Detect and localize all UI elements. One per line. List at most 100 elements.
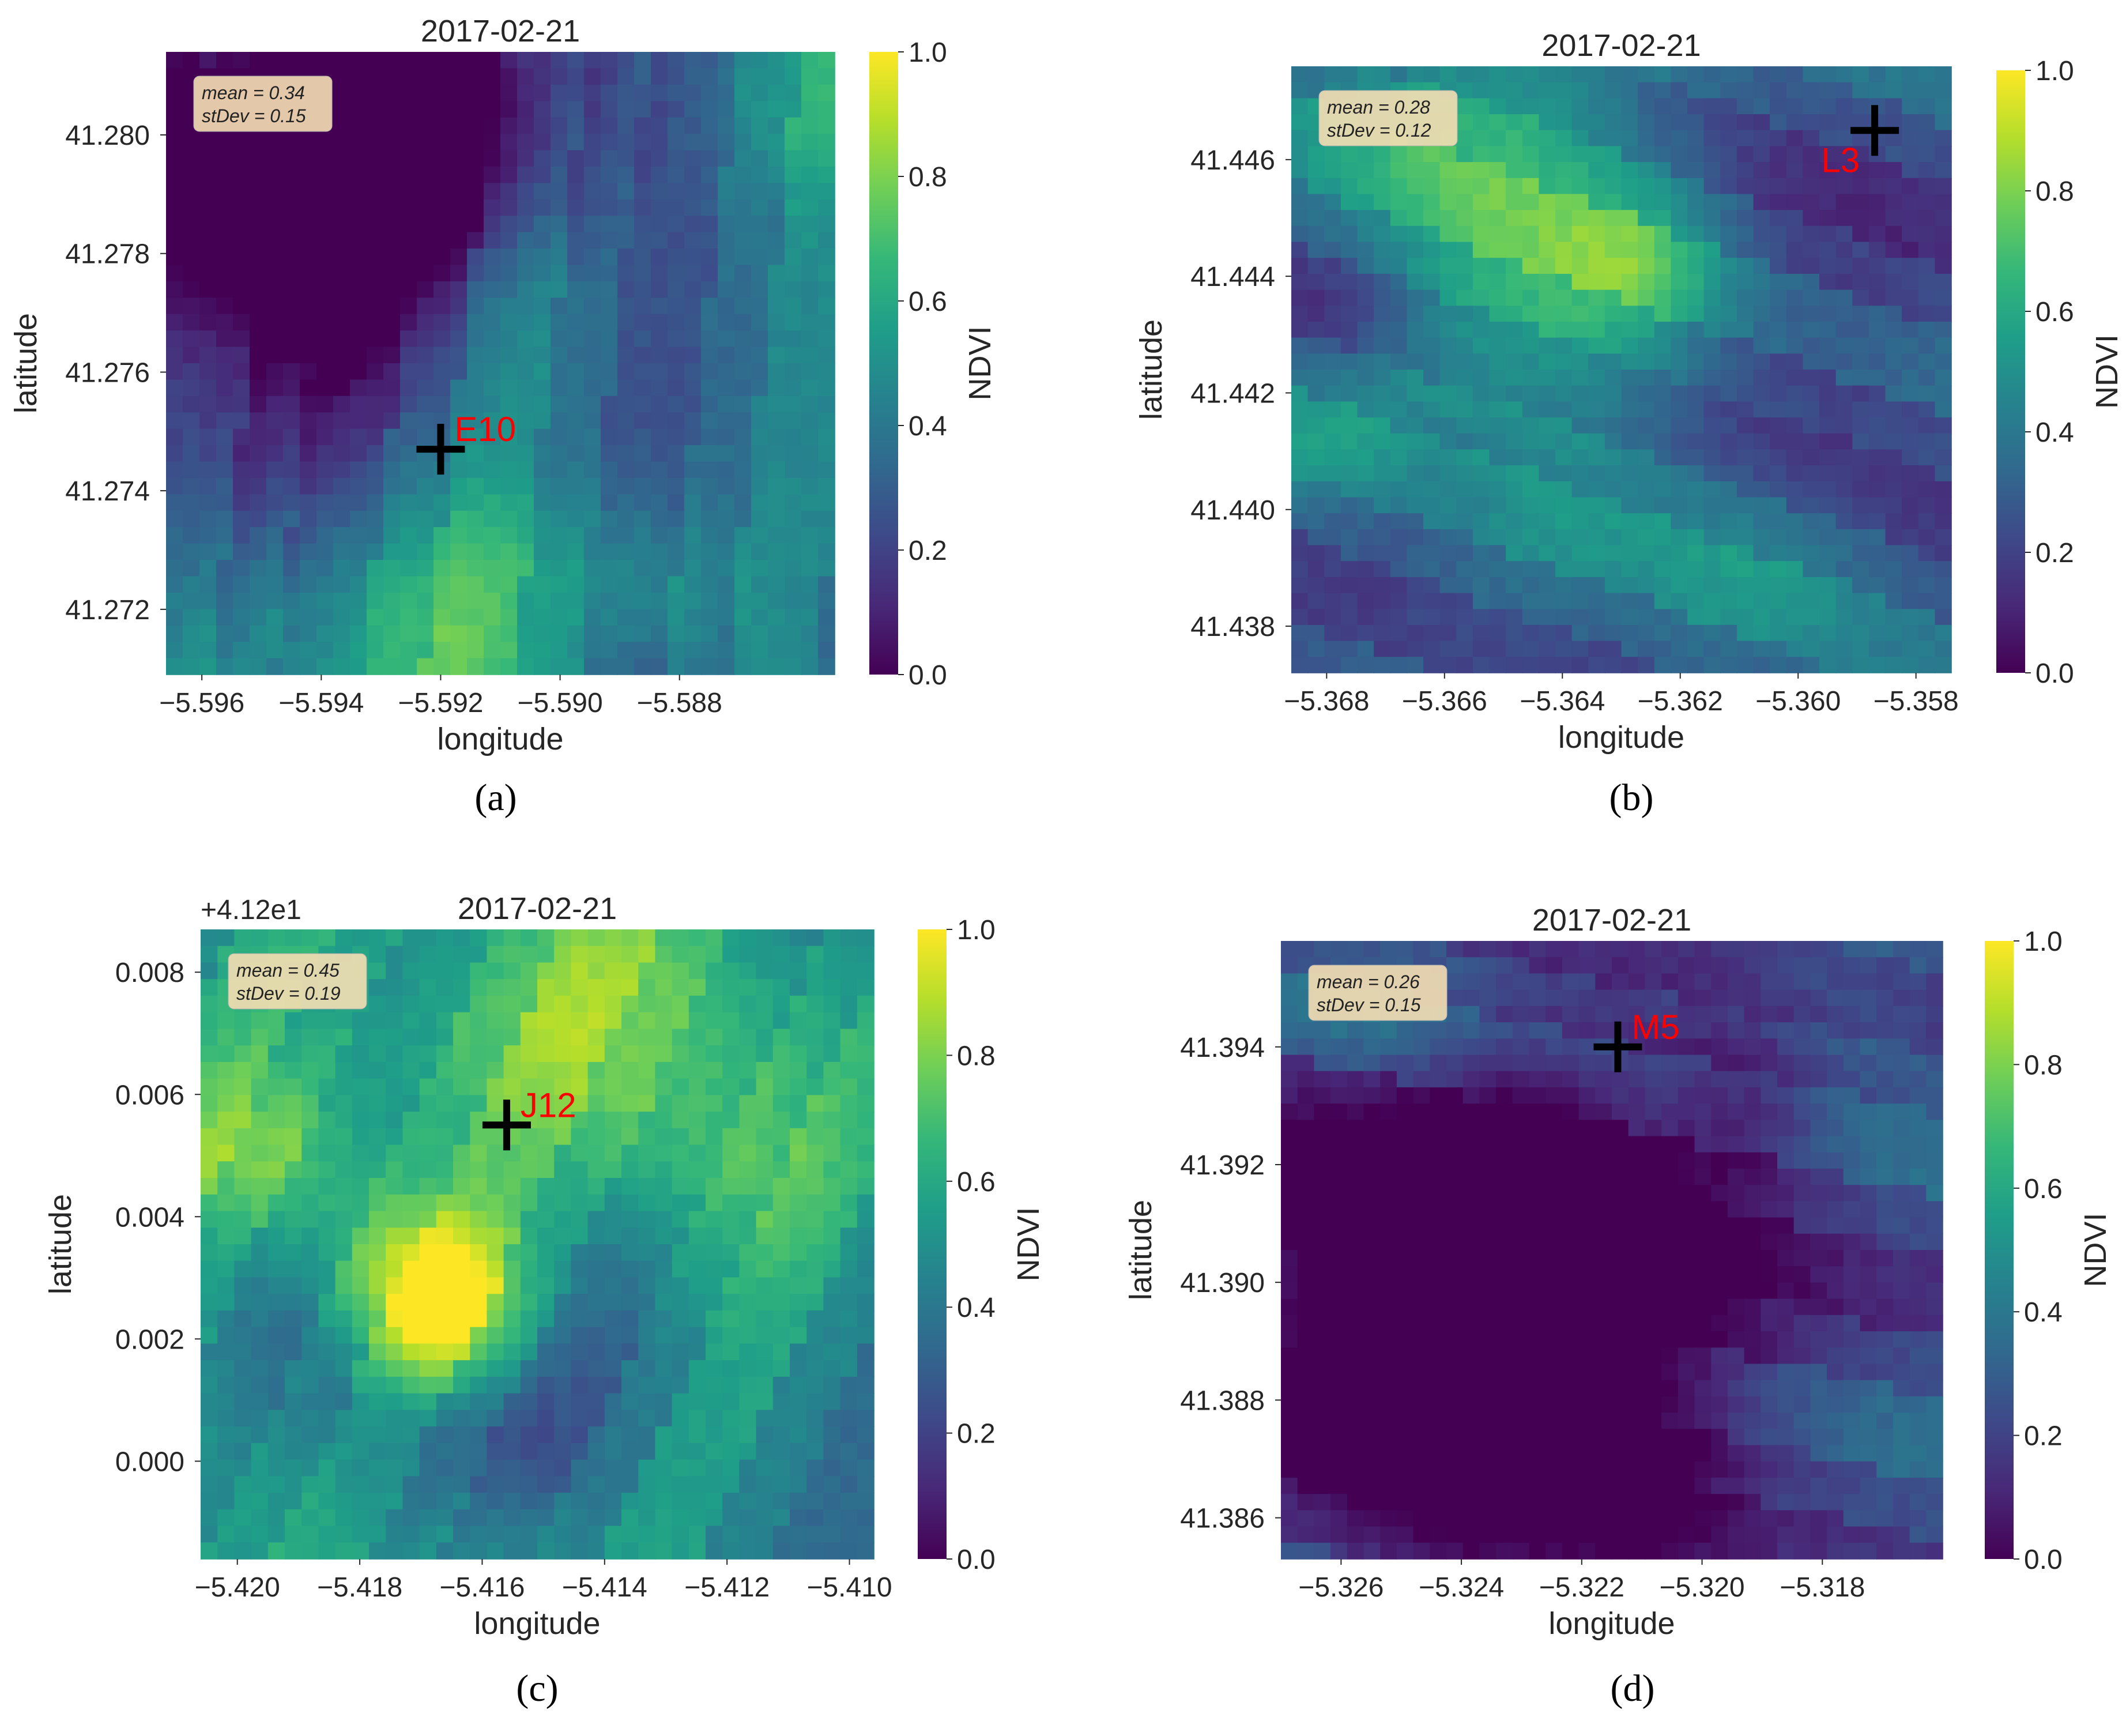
- colorbar-tick-label: 0.4: [957, 1293, 996, 1323]
- site-marker-label: L3: [1821, 141, 1860, 179]
- stats-box: [193, 76, 333, 132]
- stats-box: [1318, 90, 1458, 146]
- panel-d: 2017-02-21 −5.326 −5.324 −5.322 −5.320 −5.318…: [1124, 903, 2113, 1709]
- y-axis-label: latitude: [9, 313, 43, 413]
- stats-stdev: stDev = 0.19: [236, 983, 341, 1004]
- colorbar-tick-label: 1.0: [2035, 56, 2074, 86]
- x-tick-label: −5.596: [159, 688, 244, 718]
- panel-caption: (a): [474, 777, 517, 819]
- colorbar-tick-label: 0.8: [909, 162, 947, 193]
- x-tick-label: −5.594: [278, 688, 364, 718]
- x-tick-label: −5.418: [317, 1572, 402, 1603]
- y-tick-label: 41.440: [1190, 495, 1275, 526]
- panel-b: 2017-02-21 −5.368 −5.366 −5.364 −5.362 −5.360…: [1134, 28, 2124, 819]
- x-tick-label: −5.420: [195, 1572, 280, 1603]
- stats-mean: mean = 0.26: [1317, 971, 1420, 992]
- colorbar-tick-label: 1.0: [957, 915, 996, 946]
- y-tick-label: 41.274: [65, 476, 150, 507]
- colorbar-label: NDVI: [2090, 334, 2124, 409]
- colorbar-tick-label: 0.2: [957, 1419, 996, 1449]
- x-tick-label: −5.366: [1402, 686, 1487, 717]
- x-tick-label: −5.410: [806, 1572, 892, 1603]
- colorbar-tick-label: 0.0: [2024, 1545, 2063, 1575]
- y-tick-label: 41.444: [1190, 262, 1275, 292]
- colorbar: [918, 929, 947, 1559]
- ndvi-heatmap: [1281, 941, 1943, 1560]
- x-tick-label: −5.326: [1298, 1572, 1384, 1603]
- x-tick-label: −5.364: [1520, 686, 1605, 717]
- y-tick-label: 41.438: [1190, 612, 1275, 642]
- colorbar-tick-label: 0.8: [2024, 1050, 2063, 1080]
- colorbar-tick-label: 0.8: [2035, 176, 2074, 207]
- ndvi-heatmap: [166, 52, 835, 675]
- x-tick-label: −5.412: [684, 1572, 770, 1603]
- x-axis-label: longitude: [1548, 1606, 1675, 1641]
- site-marker: [416, 424, 465, 475]
- y-offset-label: +4.12e1: [201, 895, 301, 925]
- colorbar-tick-label: 0.2: [2035, 538, 2074, 568]
- y-axis-label: latitude: [1124, 1200, 1158, 1300]
- stats-mean: mean = 0.45: [236, 960, 340, 981]
- colorbar: [1985, 941, 2014, 1559]
- y-tick-label: 41.446: [1190, 145, 1275, 176]
- site-marker-label: J12: [521, 1086, 576, 1124]
- colorbar-label: NDVI: [2078, 1212, 2113, 1287]
- x-tick-label: −5.590: [517, 688, 602, 718]
- y-tick-label: 41.392: [1180, 1150, 1265, 1181]
- colorbar-tick-label: 0.8: [957, 1041, 996, 1071]
- y-tick-label: 41.390: [1180, 1268, 1265, 1298]
- colorbar-tick-label: 0.6: [957, 1167, 996, 1197]
- colorbar-tick-label: 0.6: [909, 287, 947, 317]
- chart-title: 2017-02-21: [1532, 903, 1691, 937]
- stats-box: [1308, 965, 1448, 1021]
- x-tick-label: −5.360: [1755, 686, 1841, 717]
- y-tick-label: 41.394: [1180, 1033, 1265, 1063]
- colorbar-tick-label: 0.0: [909, 660, 947, 691]
- x-tick-label: −5.414: [562, 1572, 647, 1603]
- stats-mean: mean = 0.28: [1327, 97, 1430, 118]
- site-marker: [482, 1099, 531, 1151]
- y-tick-label: 41.388: [1180, 1385, 1265, 1416]
- colorbar-tick-label: 0.2: [2024, 1421, 2063, 1452]
- colorbar-tick-label: 0.6: [2024, 1174, 2063, 1204]
- x-tick-label: −5.322: [1539, 1572, 1624, 1603]
- y-tick-label: 41.278: [65, 239, 150, 270]
- colorbar-tick-label: 0.2: [909, 536, 947, 566]
- site-marker: [1593, 1021, 1642, 1072]
- x-tick-label: −5.416: [439, 1572, 525, 1603]
- stats-stdev: stDev = 0.15: [1317, 995, 1421, 1015]
- y-tick-label: 0.008: [115, 958, 184, 988]
- colorbar-tick-label: 0.4: [2035, 417, 2074, 448]
- y-axis-label: latitude: [1134, 319, 1168, 420]
- x-tick-label: −5.324: [1419, 1572, 1504, 1603]
- colorbar-label: NDVI: [963, 326, 997, 400]
- x-axis-label: longitude: [437, 722, 563, 756]
- y-tick-label: 41.280: [65, 120, 150, 151]
- x-tick-label: −5.362: [1638, 686, 1723, 717]
- x-axis-label: longitude: [474, 1606, 600, 1641]
- panel-caption: (d): [1611, 1667, 1655, 1709]
- x-tick-label: −5.592: [398, 688, 483, 718]
- y-tick-label: 41.442: [1190, 378, 1275, 409]
- chart-title: 2017-02-21: [1541, 28, 1701, 63]
- x-tick-label: −5.320: [1659, 1572, 1744, 1603]
- x-tick-label: −5.588: [637, 688, 722, 718]
- stats-box: [228, 953, 367, 1010]
- panel-a: 2017-02-21 −5.596 −5.594 −5.592 −5.590 −5.588…: [9, 14, 997, 819]
- colorbar-tick-label: 0.4: [909, 411, 947, 442]
- colorbar-tick-label: 1.0: [2024, 927, 2063, 957]
- y-tick-label: 41.386: [1180, 1504, 1265, 1534]
- x-axis-label: longitude: [1558, 720, 1684, 755]
- colorbar: [869, 52, 898, 675]
- y-tick-label: 0.004: [115, 1202, 184, 1233]
- chart-title: 2017-02-21: [458, 891, 617, 926]
- ndvi-heatmap: [201, 929, 874, 1560]
- stats-mean: mean = 0.34: [202, 82, 305, 103]
- panel-c: 2017-02-21 −5.420 −5.418 −5.416 −5.414 −5.412…: [43, 891, 1046, 1709]
- stats-stdev: stDev = 0.12: [1327, 120, 1431, 141]
- stats-stdev: stDev = 0.15: [202, 106, 306, 126]
- panel-caption: (c): [516, 1667, 558, 1709]
- y-tick-label: 41.272: [65, 595, 150, 626]
- panel-caption: (b): [1609, 777, 1654, 819]
